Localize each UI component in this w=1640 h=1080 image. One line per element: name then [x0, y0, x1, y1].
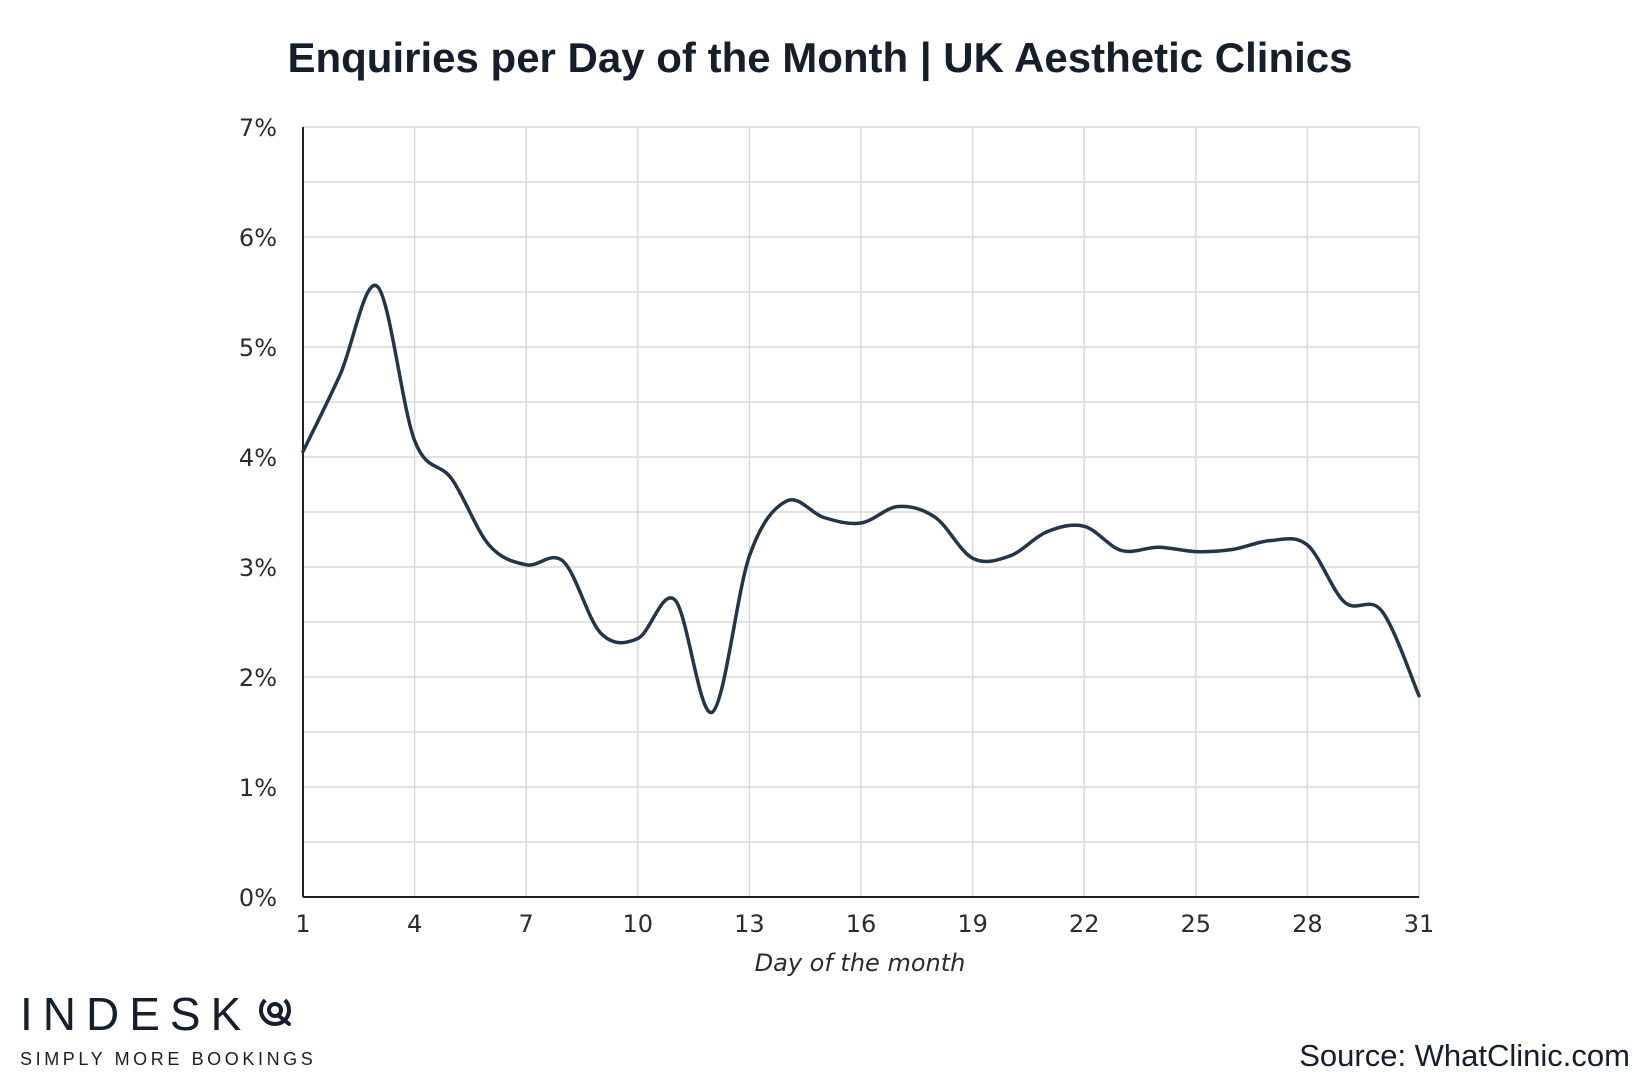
x-tick-label: 4: [407, 910, 422, 938]
series-line: [301, 283, 1421, 714]
grid-lines: [302, 126, 1420, 898]
x-tick-label: 31: [1404, 910, 1435, 938]
x-tick-label: 19: [957, 910, 988, 938]
y-tick-label: 2%: [239, 664, 277, 692]
x-tick-label: 28: [1292, 910, 1323, 938]
y-tick-label: 3%: [239, 554, 277, 582]
x-tick-label: 16: [846, 910, 877, 938]
brand-name: INDESK: [20, 987, 252, 1040]
x-tick-label: 22: [1069, 910, 1100, 938]
brand-tagline: SIMPLY MORE BOOKINGS: [20, 1049, 317, 1069]
y-tick-label: 7%: [239, 114, 277, 142]
y-tick-label: 4%: [239, 444, 277, 472]
x-tick-label: 25: [1181, 910, 1212, 938]
source-note: Source: WhatClinic.com: [1299, 1038, 1630, 1073]
brand-logo: INDESK SIMPLY MORE BOOKINGS: [20, 990, 316, 1070]
y-tick-label: 1%: [239, 774, 277, 802]
y-tick-label: 6%: [239, 224, 277, 252]
x-tick-label: 7: [519, 910, 534, 938]
x-axis-label: Day of the month: [755, 949, 966, 977]
x-tick-label: 10: [623, 910, 654, 938]
chart-title: Enquiries per Day of the Month | UK Aest…: [287, 34, 1353, 81]
speech-bubble-icon: [255, 990, 295, 1037]
y-tick-label: 0%: [239, 884, 277, 912]
chart-axes: [302, 127, 1419, 898]
series-layer: [301, 283, 1421, 714]
y-tick-label: 5%: [239, 334, 277, 362]
x-tick-label: 13: [734, 910, 765, 938]
tick-labels: 0% 1% 2% 3% 4% 5% 6% 7% 1 4 7 10 13 16 19 22 25 28 31: [239, 114, 1434, 938]
x-tick-label: 1: [295, 910, 310, 938]
